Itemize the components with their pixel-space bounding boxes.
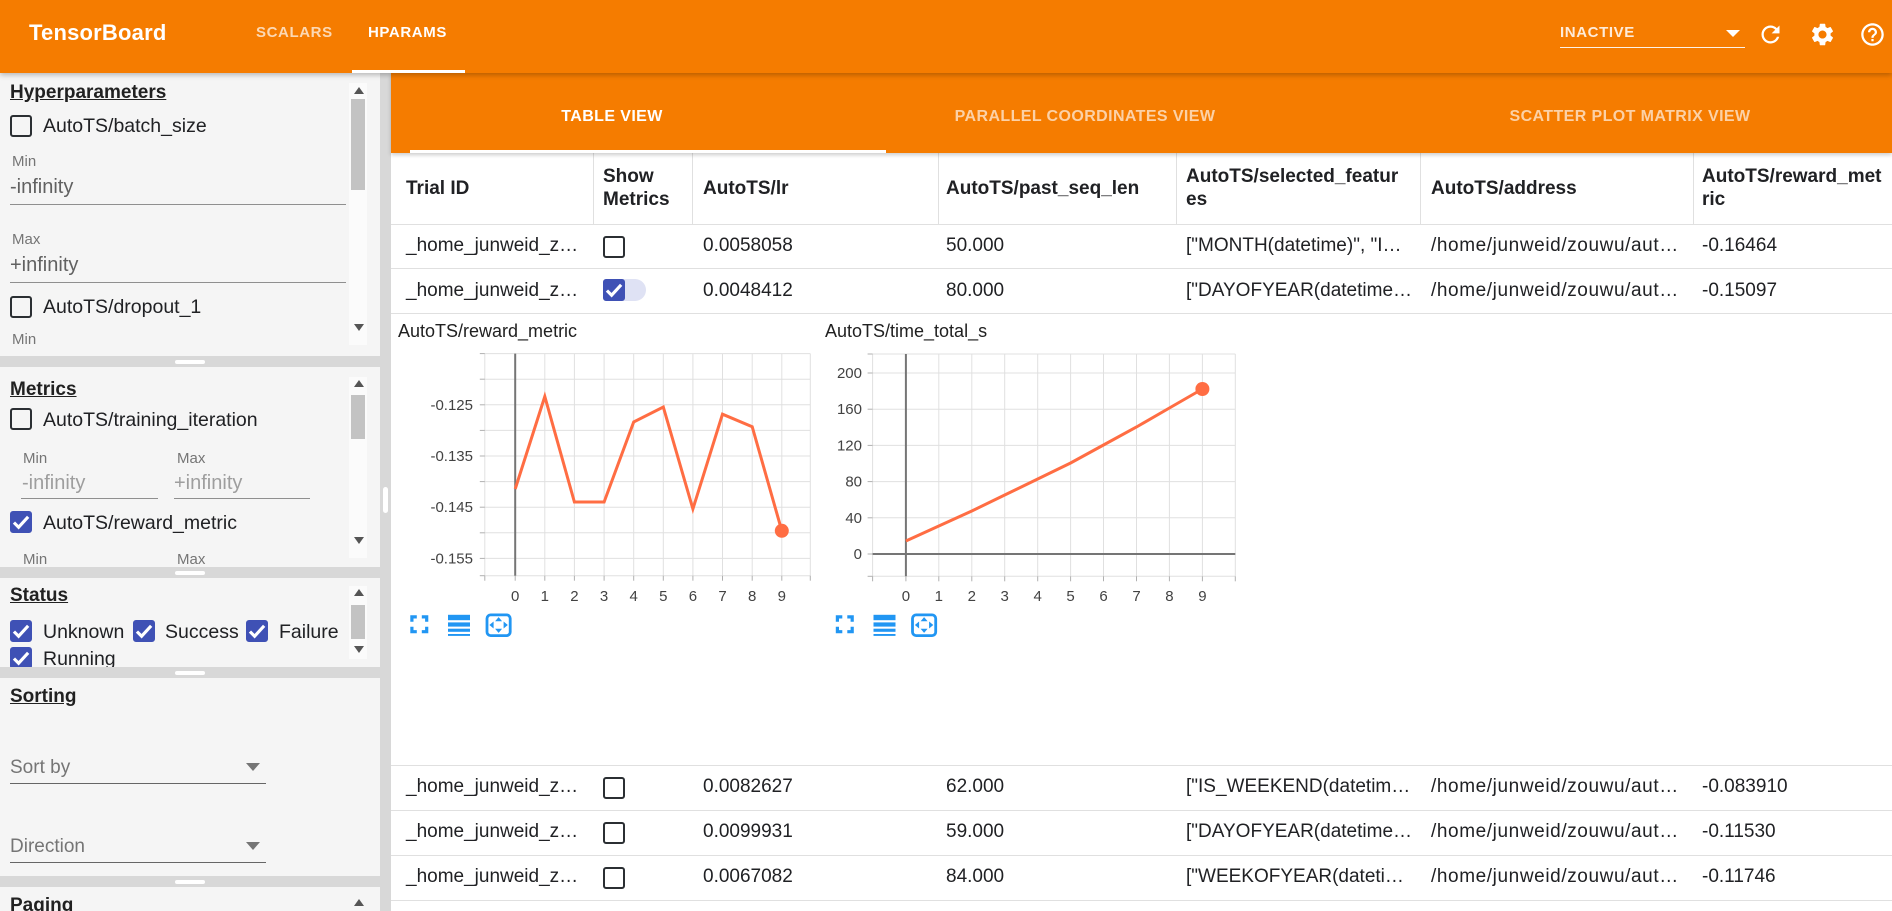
svg-text:0: 0: [902, 588, 910, 605]
svg-text:-0.135: -0.135: [430, 448, 473, 465]
svg-text:8: 8: [748, 588, 756, 605]
svg-text:1: 1: [935, 588, 943, 605]
svg-text:160: 160: [837, 401, 862, 418]
svg-text:9: 9: [778, 588, 786, 605]
svg-text:0: 0: [854, 546, 862, 563]
svg-text:3: 3: [1001, 588, 1009, 605]
svg-text:4: 4: [1034, 588, 1042, 605]
svg-text:120: 120: [837, 437, 862, 454]
svg-text:-0.155: -0.155: [430, 550, 473, 567]
svg-text:2: 2: [968, 588, 976, 605]
svg-text:1: 1: [541, 588, 549, 605]
svg-text:-0.125: -0.125: [430, 397, 473, 414]
svg-text:40: 40: [845, 510, 862, 527]
svg-text:7: 7: [1132, 588, 1140, 605]
svg-text:6: 6: [1099, 588, 1107, 605]
svg-text:80: 80: [845, 474, 862, 491]
svg-text:7: 7: [718, 588, 726, 605]
svg-text:5: 5: [1066, 588, 1074, 605]
svg-text:2: 2: [570, 588, 578, 605]
svg-text:9: 9: [1198, 588, 1206, 605]
svg-text:-0.145: -0.145: [430, 499, 473, 516]
svg-text:8: 8: [1165, 588, 1173, 605]
svg-text:200: 200: [837, 365, 862, 382]
svg-text:6: 6: [689, 588, 697, 605]
svg-text:3: 3: [600, 588, 608, 605]
svg-text:5: 5: [659, 588, 667, 605]
svg-text:0: 0: [511, 588, 519, 605]
svg-text:4: 4: [630, 588, 638, 605]
